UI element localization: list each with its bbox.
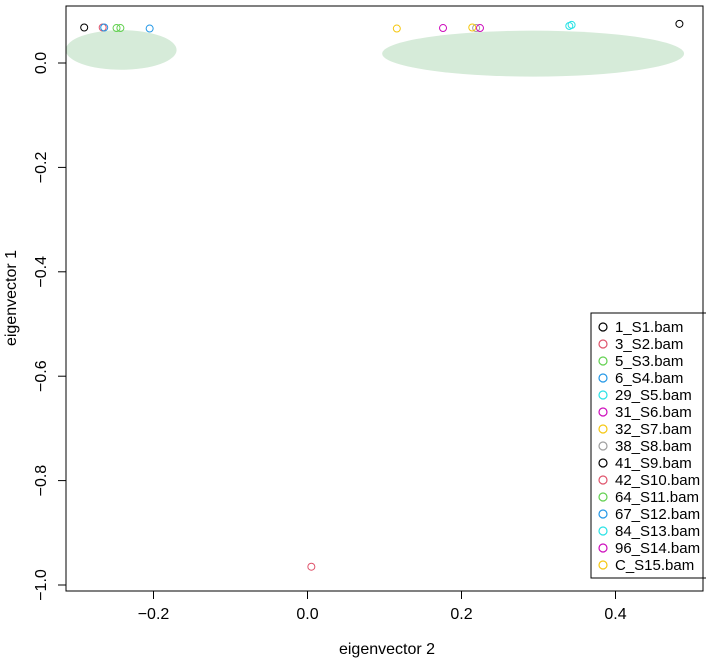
legend-label: 67_S12.bam	[615, 506, 700, 523]
x-axis: −0.2 0.0 0.2 0.4	[138, 590, 627, 623]
y-axis: −1.0 −0.8 −0.6 −0.4 −0.2 0.0	[33, 52, 67, 601]
legend-label: 64_S11.bam	[615, 489, 699, 506]
legend-marker	[598, 526, 608, 536]
point-6-s4-bam	[145, 24, 154, 33]
legend-label: 38_S8.bam	[615, 438, 692, 455]
legend-label: 31_S6.bam	[615, 404, 692, 421]
point-38-s8-bam	[472, 24, 481, 33]
point-96-s14-bam	[475, 24, 484, 33]
legend-marker	[598, 373, 608, 383]
legend-marker	[598, 441, 608, 451]
y-tick-label: −0.2	[33, 152, 50, 184]
x-tick-label: 0.0	[296, 606, 318, 623]
y-axis-label: eigenvector 1	[3, 250, 20, 346]
point-41-s9-bam	[675, 19, 684, 28]
point-64-s11-bam	[116, 24, 125, 33]
x-tick-label: 0.2	[450, 606, 472, 623]
point-32-s7-bam	[392, 24, 401, 33]
legend: 1_S1.bam3_S2.bam5_S3.bam6_S4.bam29_S5.ba…	[590, 312, 706, 591]
legend-marker	[598, 339, 608, 349]
point-67-s12-bam	[100, 23, 109, 32]
legend-label: 1_S1.bam	[615, 319, 683, 336]
legend-label: 32_S7.bam	[615, 421, 692, 438]
legend-label: 3_S2.bam	[615, 336, 683, 353]
point-5-s3-bam	[112, 24, 121, 33]
legend-label: 6_S4.bam	[615, 370, 683, 387]
y-tick-label: −0.4	[33, 256, 50, 288]
data-points	[80, 19, 684, 571]
cluster-right	[382, 30, 685, 77]
legend-label: C_S15.bam	[615, 557, 694, 574]
y-tick-label: 0.0	[33, 52, 50, 74]
x-axis-label: eigenvector 2	[339, 641, 435, 658]
legend-marker	[598, 509, 608, 519]
point-3-s2-bam	[307, 562, 316, 571]
legend-label: 42_S10.bam	[615, 472, 700, 489]
legend-marker	[598, 424, 608, 434]
legend-marker	[598, 390, 608, 400]
x-tick-label: −0.2	[138, 606, 170, 623]
cluster-left	[65, 30, 177, 70]
point-31-s6-bam	[439, 24, 448, 33]
legend-label: 96_S14.bam	[615, 540, 700, 557]
legend-marker	[598, 543, 608, 553]
legend-marker	[598, 475, 608, 485]
y-tick-label: −0.8	[33, 465, 50, 497]
point-1-s1-bam	[80, 23, 89, 32]
cluster-ellipses	[65, 30, 685, 77]
x-tick-label: 0.4	[604, 606, 626, 623]
point-c-s15-bam	[468, 23, 477, 32]
legend-marker	[598, 322, 608, 332]
legend-marker	[598, 458, 608, 468]
legend-label: 41_S9.bam	[615, 455, 692, 472]
legend-label: 29_S5.bam	[615, 387, 692, 404]
point-84-s13-bam	[565, 21, 574, 30]
legend-label: 5_S3.bam	[615, 353, 683, 370]
y-tick-label: −1.0	[33, 569, 50, 601]
legend-label: 84_S13.bam	[615, 523, 700, 540]
legend-marker	[598, 356, 608, 366]
legend-marker	[598, 407, 608, 417]
legend-box	[590, 312, 706, 579]
y-tick-label: −0.6	[33, 360, 50, 392]
legend-marker	[598, 560, 608, 570]
legend-marker	[598, 492, 608, 502]
